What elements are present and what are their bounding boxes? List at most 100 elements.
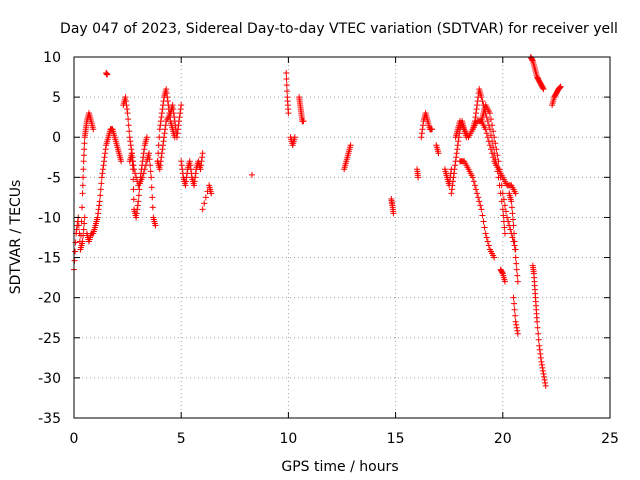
data-point-marker (285, 110, 292, 117)
data-point-marker (541, 373, 548, 380)
data-point-marker (415, 174, 422, 181)
data-point-marker (449, 182, 456, 189)
data-point-marker (140, 170, 147, 177)
data-point-marker (537, 354, 544, 361)
data-point-marker (176, 118, 183, 125)
data-point-marker (161, 130, 168, 137)
data-point-marker (535, 336, 542, 343)
data-point-marker (179, 166, 186, 173)
data-point-marker (501, 230, 508, 237)
data-point-marker (134, 202, 141, 209)
data-point-marker (473, 106, 480, 113)
data-point-marker (169, 102, 176, 109)
data-point-marker (135, 198, 142, 205)
data-point-marker (71, 257, 78, 264)
data-point-marker (483, 130, 490, 137)
data-point-marker (499, 190, 506, 197)
data-point-marker (77, 246, 84, 253)
data-point-marker (499, 269, 506, 276)
data-point-marker (78, 218, 85, 225)
data-point-marker (491, 134, 498, 141)
data-point-marker (508, 198, 515, 205)
data-point-marker (79, 182, 86, 189)
data-point-marker (450, 174, 457, 181)
data-point-marker (124, 110, 131, 117)
data-point-marker (504, 214, 511, 221)
data-point-marker (479, 212, 486, 219)
data-point-marker (484, 118, 491, 125)
data-point-marker (475, 194, 482, 201)
data-point-marker (510, 222, 517, 229)
data-point-marker (492, 140, 499, 147)
data-point-marker (98, 180, 105, 187)
data-point-marker (141, 146, 148, 153)
data-point-marker (177, 110, 184, 117)
y-tick-label: -30 (38, 371, 61, 387)
y-tick-label: 5 (52, 90, 61, 106)
data-point-marker (80, 158, 87, 165)
data-point-marker (156, 166, 163, 173)
data-point-marker (125, 122, 132, 129)
data-point-marker (133, 214, 140, 221)
data-point-marker (490, 144, 497, 151)
data-point-marker (488, 116, 495, 123)
data-point-marker (514, 327, 521, 334)
data-point-marker (449, 178, 456, 185)
data-point-marker (130, 162, 137, 169)
data-point-marker (80, 166, 87, 173)
data-point-marker (557, 84, 564, 91)
data-point-marker (156, 126, 163, 133)
data-point-marker (159, 146, 166, 153)
data-point-marker (493, 146, 500, 153)
data-point-marker (164, 94, 171, 101)
data-point-marker (511, 300, 518, 307)
data-point-marker (541, 376, 548, 383)
data-point-marker (75, 222, 82, 229)
data-point-marker (132, 170, 139, 177)
data-point-marker (419, 126, 426, 133)
data-point-marker (497, 174, 504, 181)
y-tick-label: -20 (38, 291, 61, 307)
x-tick-label: 10 (279, 431, 297, 447)
data-point-marker (473, 110, 479, 117)
data-point-marker (471, 182, 478, 189)
data-point-marker (512, 190, 519, 197)
data-point-marker (147, 168, 154, 175)
data-point-marker (198, 162, 205, 169)
data-point-marker (452, 162, 459, 169)
data-point-marker (97, 186, 104, 193)
data-point-marker (102, 146, 109, 153)
y-tick-label: 10 (43, 50, 61, 66)
y-tick-label: 0 (52, 130, 61, 146)
x-tick-labels: 0 5 10 15 20 25 (70, 431, 619, 447)
data-point-marker (182, 182, 189, 189)
data-point-marker (126, 134, 133, 141)
data-point-marker (160, 138, 167, 145)
y-tick-label: -25 (38, 331, 61, 347)
data-point-marker (476, 198, 483, 205)
data-point-marker (538, 358, 545, 365)
data-point-marker (79, 190, 86, 197)
data-point-marker (99, 170, 106, 177)
data-point-marker (191, 182, 198, 189)
data-point-marker (529, 57, 536, 64)
data-point-marker (133, 210, 140, 217)
data-point-marker (484, 238, 491, 245)
data-point-marker (101, 154, 108, 161)
data-point-marker (157, 118, 164, 125)
data-point-marker (495, 158, 502, 165)
data-point-marker (542, 379, 549, 386)
data-point-marker (513, 260, 520, 267)
data-point-marker (498, 182, 505, 189)
data-point-marker (128, 146, 135, 153)
chart-title: Day 047 of 2023, Sidereal Day-to-day VTE… (60, 21, 618, 37)
data-point-marker (104, 71, 111, 78)
data-point-marker (493, 162, 500, 169)
data-point-marker (540, 367, 546, 374)
data-point-marker (453, 150, 460, 157)
data-point-marker (100, 162, 107, 169)
data-point-marker (489, 138, 496, 145)
data-point-marker (500, 196, 507, 203)
data-point-marker (77, 232, 84, 239)
